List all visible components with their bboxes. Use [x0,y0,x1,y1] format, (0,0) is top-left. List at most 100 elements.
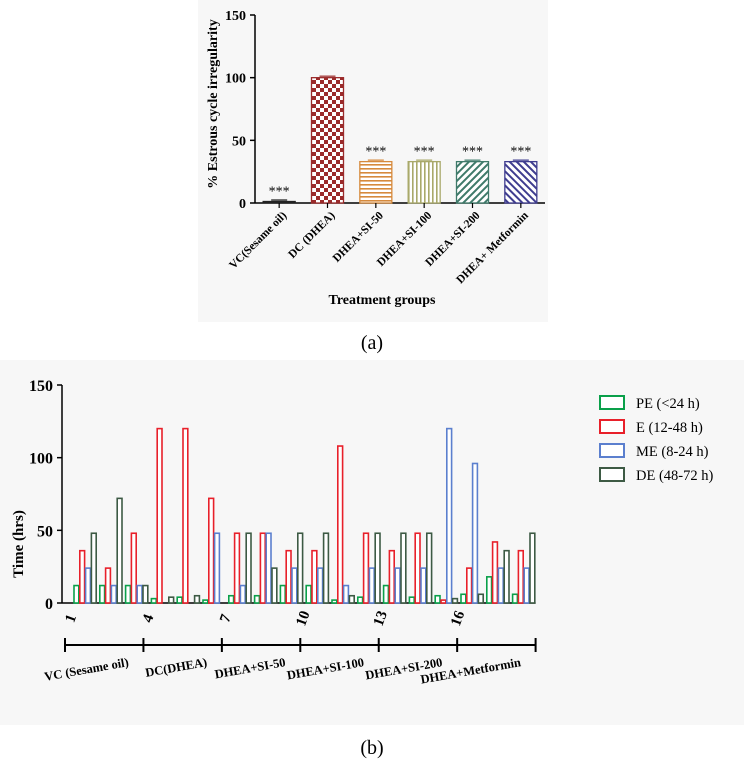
bar [471,462,479,604]
bar [382,584,390,604]
significance-label: *** [462,145,483,160]
bar [356,596,364,604]
chart-panel-a: % Estrous cycle irregularity Treatment g… [0,0,744,360]
bar [407,160,441,204]
bar [73,584,80,604]
bar [394,567,401,604]
x-day-label: 13 [371,609,391,629]
bar [79,549,86,604]
bar [142,584,149,604]
bar [503,549,510,604]
bar [291,567,298,604]
bar [228,594,235,604]
y-tick-label: 50 [37,523,53,540]
y-tick-label: 100 [29,451,53,468]
bar [202,599,209,604]
legend: PE (<24 h) E (12-48 h) ME (8-24 h) DE (48-7… [599,395,713,484]
bar [465,567,473,604]
y-tick-label: 100 [225,72,246,87]
bar [271,567,278,604]
bar [434,594,441,604]
bar [262,200,296,204]
bar [208,497,215,604]
legend-label: E (12-48 h) [636,420,703,436]
legend-swatch [599,467,625,482]
bar [136,584,143,604]
legend-swatch [599,395,625,410]
bar [182,427,189,604]
bar [176,596,183,604]
legend-label: DE (48-72 h) [636,468,713,484]
bar [245,532,252,604]
bar [400,532,407,604]
bar [529,532,536,604]
bar [414,532,421,604]
y-tick-label: 50 [232,134,246,149]
legend-swatch [599,419,625,434]
panel-label-a: (a) [361,332,383,354]
chart-panel-b: Time (hrs) 0 50 100 150 1 4 7 10 13 16 VC (Sesame … [0,360,744,764]
bar [336,445,344,604]
bar [84,567,92,604]
y-tick-label: 150 [225,9,246,24]
y-tick-label: 0 [45,596,53,613]
bar [316,567,324,604]
y-tick-label: 0 [239,197,246,212]
estrous-irregularity-chart: % Estrous cycle irregularity Treatment g… [198,0,548,354]
bar [285,549,292,604]
bar [342,584,350,604]
bar [279,584,286,604]
bar [374,532,381,604]
bar [296,532,304,604]
bar [150,597,157,604]
bar [265,532,272,604]
bar [460,593,467,604]
bar [259,532,266,604]
x-day-label: 16 [448,608,468,628]
bar [233,532,241,604]
bar [517,549,525,604]
bar [368,567,375,604]
bar [477,593,484,604]
bar [322,532,330,604]
bar [253,594,261,604]
bar [213,532,221,604]
bar [485,576,493,604]
bar [388,549,395,604]
bar [310,77,345,204]
bar [445,427,453,604]
bar [362,532,370,604]
bar [420,567,427,604]
bar [511,593,519,604]
bar [497,567,504,604]
y-axis-label: % Estrous cycle irregularity [206,19,221,188]
bar [311,549,318,604]
bar [331,599,338,604]
bar [90,532,98,604]
bar [239,584,246,604]
legend-label: ME (8-24 h) [636,444,709,460]
bar [455,160,490,204]
bar [130,532,137,604]
bar [104,567,112,604]
bar [491,541,499,604]
bar [124,584,132,604]
bar [504,160,538,204]
legend-label: PE (<24 h) [636,396,700,412]
bar [99,584,106,604]
panel-label-b: (b) [360,737,383,759]
bar [425,532,433,604]
y-axis-label-b: Time (hrs) [11,510,27,578]
x-axis-label: Treatment groups [329,293,436,308]
significance-label: *** [269,185,290,200]
bar [156,427,163,604]
x-day-label: 10 [293,609,313,629]
bar [451,597,459,604]
legend-swatch [599,443,625,458]
bar [408,596,415,604]
y-tick-label: 150 [29,378,53,395]
significance-label: *** [365,145,386,160]
bar [305,584,312,604]
significance-label: *** [414,145,435,160]
